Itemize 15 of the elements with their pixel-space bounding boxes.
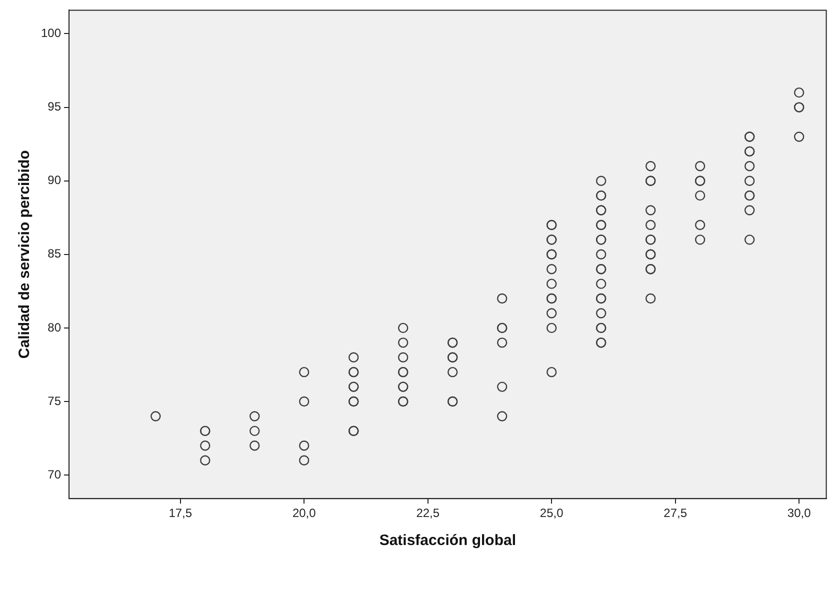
y-axis-title: Calidad de servicio percibido <box>16 150 34 359</box>
x-axis-title: Satisfacción global <box>379 532 516 550</box>
y-tick-label: 95 <box>48 100 62 114</box>
x-tick-label: 17,5 <box>168 506 192 520</box>
y-tick-label: 80 <box>48 320 62 334</box>
x-tick-label: 25,0 <box>540 506 564 520</box>
y-tick-label: 100 <box>40 26 62 40</box>
x-tick-label: 20,0 <box>292 506 316 520</box>
x-tick-label: 22,5 <box>416 506 440 520</box>
y-tick-label: 70 <box>48 467 62 482</box>
x-tick-label: 27,5 <box>664 506 688 520</box>
y-tick-label: 85 <box>48 246 62 261</box>
y-tick-label: 75 <box>48 394 62 408</box>
y-tick-label: 90 <box>48 173 62 188</box>
x-tick-label: 30,0 <box>787 506 812 520</box>
